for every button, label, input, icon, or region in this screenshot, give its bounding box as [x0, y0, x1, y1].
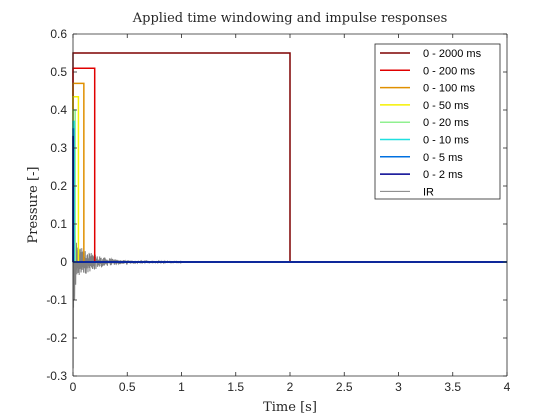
y-tick-label: -0.2	[46, 331, 67, 345]
x-ticks: 0 0.5 1 1.5 2 2.5 3 3.5 4	[70, 34, 511, 394]
y-tick-label: 0.5	[50, 65, 67, 79]
y-tick-label: 0.4	[50, 103, 67, 117]
legend-label: 0 - 20 ms	[423, 117, 469, 129]
y-tick-label: 0.3	[50, 141, 67, 155]
x-tick-label: 2	[287, 380, 294, 394]
y-tick-label: -0.3	[46, 369, 67, 383]
y-tick-label: 0.6	[50, 27, 67, 41]
legend-label: 0 - 2000 ms	[423, 48, 482, 60]
x-tick-label: 3	[395, 380, 402, 394]
x-tick-label: 1	[178, 380, 185, 394]
y-ticks: -0.3 -0.2 -0.1 0 0.1 0.2 0.3 0.4 0.5 0.6	[46, 27, 507, 383]
chart-title: Applied time windowing and impulse respo…	[132, 11, 448, 26]
legend-label: 0 - 50 ms	[423, 100, 469, 112]
legend-label: 0 - 200 ms	[423, 65, 475, 77]
y-tick-label: 0.2	[50, 179, 67, 193]
legend-label: IR	[423, 186, 434, 198]
x-tick-label: 0.5	[119, 380, 136, 394]
legend-label: 0 - 10 ms	[423, 135, 469, 147]
y-tick-label: 0	[60, 255, 67, 269]
legend: 0 - 2000 ms 0 - 200 ms 0 - 100 ms 0 - 50 ms…	[374, 43, 501, 200]
y-axis-label: Pressure [-]	[26, 167, 41, 244]
x-tick-label: 4	[504, 380, 511, 394]
x-tick-label: 1.5	[227, 380, 244, 394]
legend-label: 0 - 2 ms	[423, 169, 463, 181]
x-axis-label: Time [s]	[263, 400, 317, 415]
legend-label: 0 - 5 ms	[423, 152, 463, 164]
legend-label: 0 - 100 ms	[423, 83, 475, 95]
x-tick-label: 2.5	[336, 380, 353, 394]
x-tick-label: 0	[70, 380, 77, 394]
y-tick-label: -0.1	[46, 293, 67, 307]
x-tick-label: 3.5	[444, 380, 461, 394]
y-tick-label: 0.1	[50, 217, 67, 231]
